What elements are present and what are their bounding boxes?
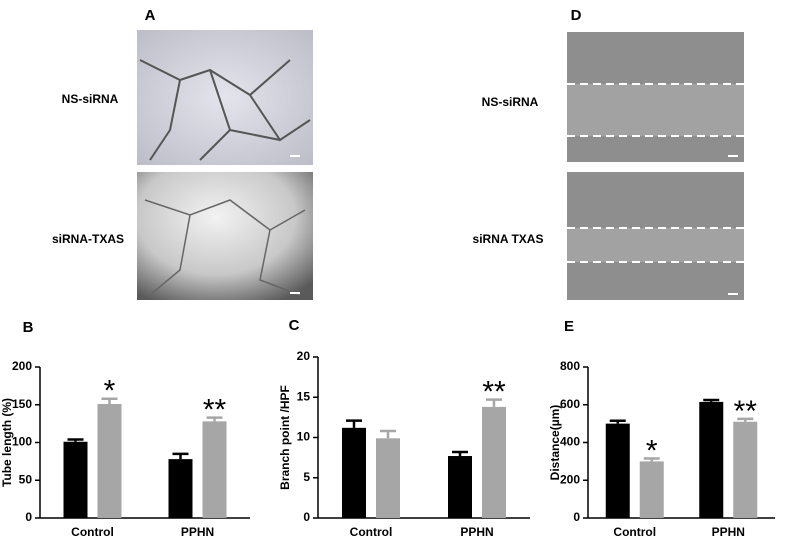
error-bar [67, 438, 84, 442]
y-tick-label: 400 [560, 435, 580, 449]
y-tick-label: 10 [297, 430, 311, 444]
y-axis-label: Branch point /HPF [278, 385, 292, 490]
bar [605, 423, 630, 518]
x-tick-label: Control [71, 525, 114, 539]
x-tick-label: PPHN [460, 525, 493, 539]
significance-marker: * [646, 434, 658, 467]
y-tick-label: 800 [560, 359, 580, 373]
scale-bar [728, 293, 738, 295]
error-bar [486, 398, 502, 407]
micrograph [137, 30, 313, 165]
panel-label: B [23, 319, 34, 336]
panel-label: E [564, 318, 574, 335]
bar [168, 459, 193, 518]
row-label: NS-siRNA [482, 95, 539, 109]
y-tick-label: 50 [19, 472, 33, 486]
error-bar [452, 450, 468, 457]
x-tick-label: Control [613, 525, 656, 539]
bar [376, 438, 400, 518]
x-tick-label: PPHN [712, 525, 745, 539]
wound-area [567, 84, 744, 136]
x-tick-label: Control [350, 525, 393, 539]
bar [699, 401, 724, 518]
y-tick-label: 150 [12, 397, 32, 411]
y-tick-label: 20 [297, 349, 311, 363]
error-bar [609, 419, 626, 424]
bar [482, 406, 506, 518]
bar [63, 441, 88, 518]
y-tick-label: 15 [297, 389, 311, 403]
scale-bar [728, 155, 738, 157]
micrograph [137, 172, 313, 300]
scale-bar [290, 292, 300, 294]
error-bar [172, 452, 189, 460]
tube-network [139, 59, 311, 161]
y-tick-label: 200 [12, 359, 32, 373]
error-bar [206, 416, 223, 422]
bar [733, 421, 758, 518]
y-axis-label: Distance(µm) [548, 405, 562, 481]
bar [202, 421, 227, 518]
error-bar [703, 398, 720, 402]
panel-label: C [289, 317, 300, 334]
y-tick-label: 0 [25, 510, 32, 524]
significance-marker: ** [482, 376, 506, 409]
y-tick-label: 0 [573, 510, 580, 524]
tube-network [144, 199, 306, 296]
significance-marker: ** [203, 394, 227, 427]
bar [448, 456, 472, 518]
bar [97, 403, 122, 518]
scale-bar [290, 155, 300, 157]
row-label: NS-siRNA [62, 92, 119, 106]
error-bar [380, 429, 396, 439]
row-label: siRNA TXAS [473, 232, 544, 246]
panel-label: D [571, 7, 582, 24]
y-tick-label: 200 [560, 472, 580, 486]
error-bar [346, 419, 362, 428]
y-tick-label: 5 [303, 470, 310, 484]
x-tick-label: PPHN [181, 525, 214, 539]
error-bar [643, 457, 660, 462]
error-bar [737, 417, 754, 422]
y-tick-label: 600 [560, 397, 580, 411]
error-bar [101, 397, 118, 404]
bar [342, 427, 366, 518]
y-tick-label: 0 [303, 510, 310, 524]
y-tick-label: 100 [12, 435, 32, 449]
significance-marker: * [104, 375, 116, 408]
y-axis-label: Tube length (%) [0, 398, 14, 487]
wound-area [567, 228, 744, 262]
panel-label: A [145, 7, 156, 24]
bar [639, 461, 664, 518]
significance-marker: ** [734, 395, 758, 428]
row-label: siRNA-TXAS [52, 232, 124, 246]
